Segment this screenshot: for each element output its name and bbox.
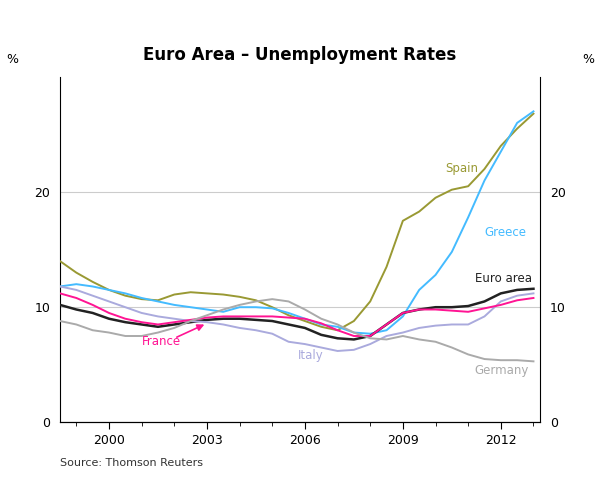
- Text: %: %: [582, 53, 594, 66]
- Text: Italy: Italy: [298, 349, 324, 362]
- Text: Source: Thomson Reuters: Source: Thomson Reuters: [60, 457, 203, 468]
- Text: Euro area: Euro area: [475, 272, 532, 285]
- Title: Euro Area – Unemployment Rates: Euro Area – Unemployment Rates: [143, 46, 457, 64]
- Text: France: France: [142, 335, 181, 348]
- Text: Spain: Spain: [445, 162, 478, 176]
- Text: Germany: Germany: [475, 364, 529, 377]
- Text: %: %: [6, 53, 18, 66]
- Text: Greece: Greece: [484, 226, 526, 239]
